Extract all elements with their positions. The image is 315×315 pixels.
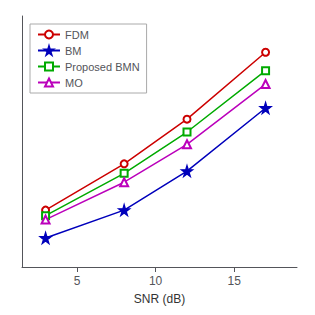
svg-text:10: 10 bbox=[149, 274, 163, 288]
svg-text:FDM: FDM bbox=[65, 29, 89, 41]
svg-text:Proposed BMN: Proposed BMN bbox=[65, 61, 140, 73]
svg-text:MO: MO bbox=[65, 77, 83, 89]
svg-text:BM: BM bbox=[65, 45, 82, 57]
svg-text:5: 5 bbox=[74, 274, 81, 288]
svg-text:SNR (dB): SNR (dB) bbox=[134, 292, 185, 306]
svg-text:15: 15 bbox=[227, 274, 241, 288]
